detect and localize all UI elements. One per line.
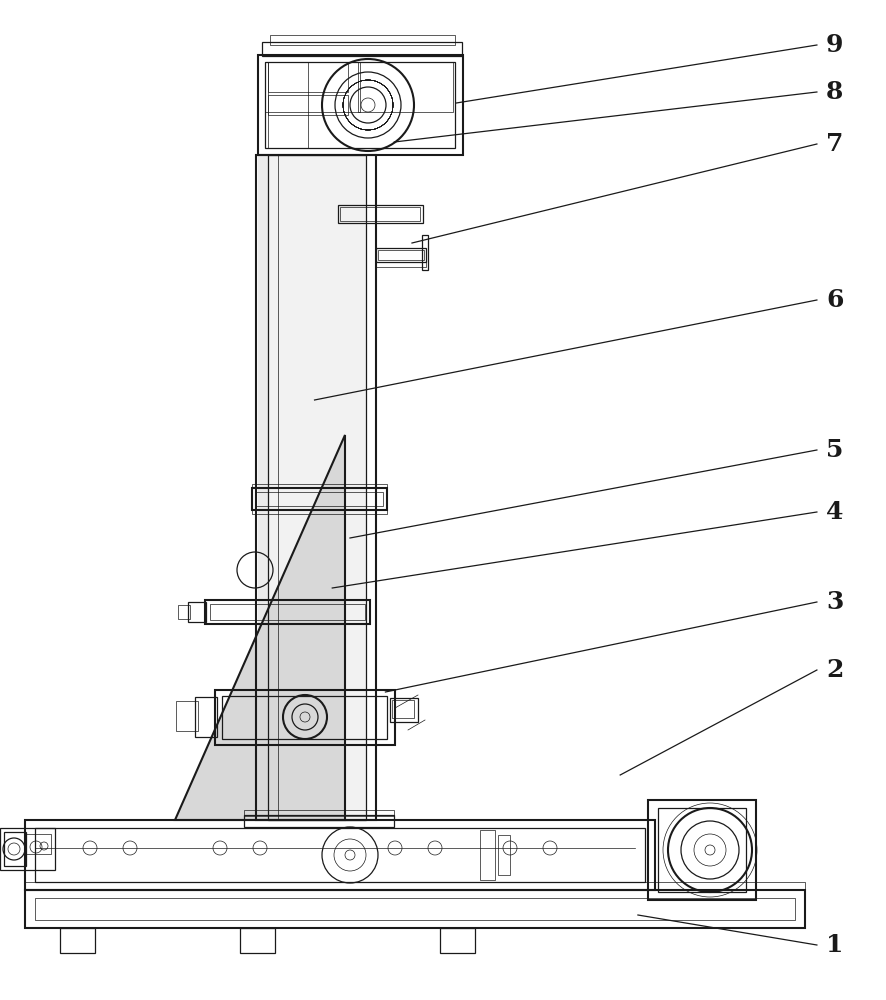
Bar [252, 484, 387, 488]
Bar [378, 250, 424, 260]
Bar [244, 810, 394, 816]
Bar [205, 600, 370, 624]
Bar [0, 828, 55, 870]
Bar [268, 95, 348, 115]
Bar [392, 700, 414, 718]
Bar [498, 835, 510, 875]
Bar [265, 62, 455, 148]
Bar [480, 830, 495, 880]
Bar [222, 696, 387, 739]
Bar [648, 800, 756, 900]
Bar [35, 828, 645, 882]
Text: 8: 8 [826, 80, 843, 104]
Bar [256, 155, 376, 820]
Bar [268, 155, 366, 820]
Bar [195, 697, 217, 737]
Bar [258, 155, 268, 820]
Bar [188, 602, 206, 622]
Bar [340, 207, 420, 221]
Bar [265, 62, 360, 112]
Bar [268, 62, 308, 148]
Text: 9: 9 [826, 33, 843, 57]
Bar [262, 42, 462, 56]
Bar [252, 488, 387, 510]
Bar [60, 928, 95, 953]
Bar [25, 890, 805, 928]
Bar [178, 605, 190, 619]
Bar [658, 808, 746, 892]
Bar [358, 62, 453, 112]
Bar [268, 155, 366, 820]
Text: 7: 7 [826, 132, 843, 156]
Bar [258, 55, 463, 155]
Text: 1: 1 [826, 933, 843, 957]
Bar [268, 62, 348, 92]
Polygon shape [175, 435, 345, 820]
Bar [215, 690, 395, 745]
Bar [252, 510, 387, 514]
Bar [176, 701, 198, 731]
Bar [210, 604, 365, 620]
Text: 2: 2 [826, 658, 843, 682]
Bar [4, 832, 26, 866]
Bar [390, 698, 418, 722]
Text: 5: 5 [826, 438, 843, 462]
Bar [270, 35, 455, 45]
Bar [440, 928, 475, 953]
Bar [240, 928, 275, 953]
Text: 4: 4 [826, 500, 843, 524]
Text: 6: 6 [826, 288, 843, 312]
Bar [35, 898, 795, 920]
Bar [244, 815, 394, 827]
Bar [26, 834, 51, 854]
Bar [25, 882, 805, 890]
Bar [25, 820, 655, 890]
Bar [256, 492, 383, 506]
Text: 3: 3 [826, 590, 843, 614]
Bar [376, 262, 426, 267]
Bar [422, 235, 428, 270]
Bar [376, 248, 426, 262]
Bar [338, 205, 423, 223]
